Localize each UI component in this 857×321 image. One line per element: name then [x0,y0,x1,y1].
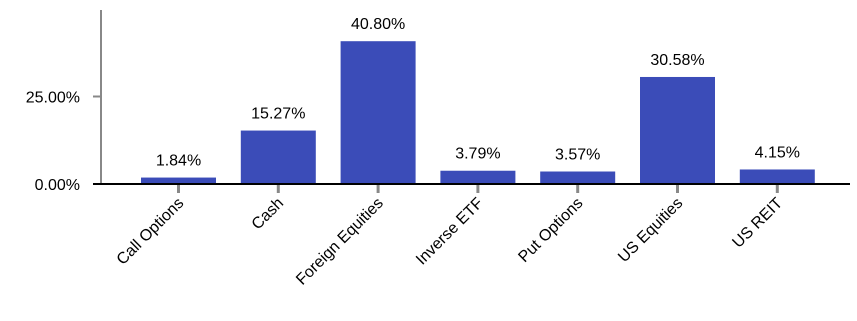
data-label-us-reit: 4.15% [755,144,800,161]
y-axis: 0.00% 25.00% [26,10,102,194]
bar-put-options [540,171,616,184]
bars [141,41,815,185]
bar-us-reit [739,169,815,184]
y-tick-label: 25.00% [26,90,80,107]
y-tick-label: 0.00% [35,177,80,194]
x-tick-label-cash: Cash [249,195,287,233]
x-tick-label-us-equities: US Equities [615,195,686,266]
x-tick-label-put-options: Put Options [515,195,586,266]
bar-call-options [141,177,216,184]
data-label-inverse-etf: 3.79% [455,146,500,163]
x-tick-label-us-reit: US REIT [729,195,786,252]
x-axis: Call Options Cash Foreign Equities Inverse … [93,183,850,289]
bar-inverse-etf [440,170,516,184]
data-label-cash: 15.27% [251,106,305,123]
data-label-us-equities: 30.58% [650,52,704,69]
x-tick-label-foreign-equities: Foreign Equities [293,195,387,289]
data-label-call-options: 1.84% [156,153,201,170]
bar-cash [240,130,316,184]
data-label-put-options: 3.57% [555,147,600,164]
x-tick-label-call-options: Call Options [114,195,188,269]
x-tick-label-inverse-etf: Inverse ETF [413,195,487,269]
bar-us-equities [640,76,715,184]
bar-foreign-equities [340,41,416,185]
data-label-foreign-equities: 40.80% [351,16,405,33]
data-labels: 1.84% 15.27% 40.80% 3.79% 3.57% 30.58% 4.15% [156,16,800,169]
